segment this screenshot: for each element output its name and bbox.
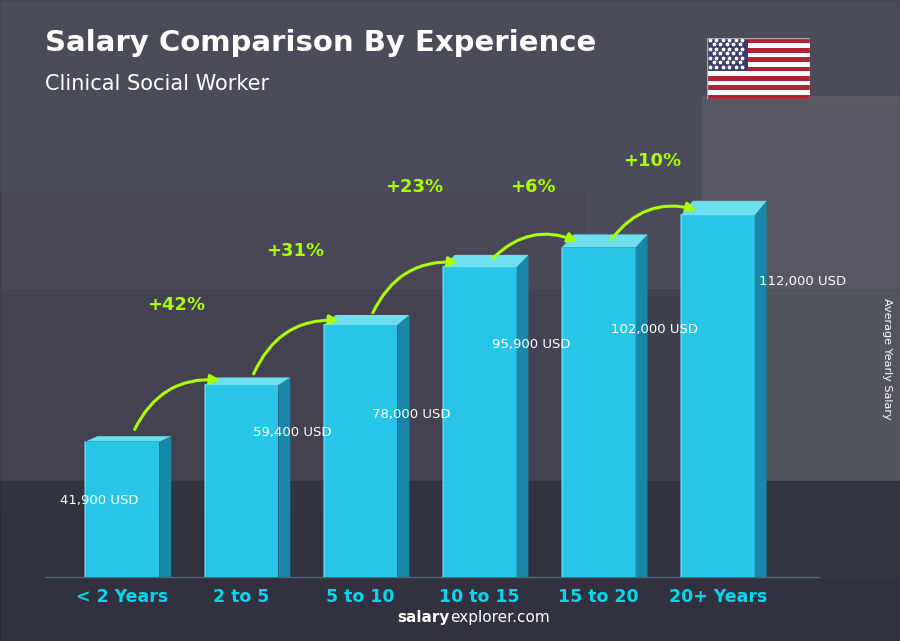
Bar: [0, 481, 900, 641]
FancyArrowPatch shape: [254, 316, 336, 374]
Polygon shape: [681, 201, 767, 215]
Text: explorer.com: explorer.com: [450, 610, 550, 625]
FancyArrowPatch shape: [373, 258, 455, 313]
Bar: [706, 85, 810, 90]
Polygon shape: [562, 235, 647, 247]
Bar: [562, 247, 635, 577]
Bar: [706, 38, 748, 71]
Polygon shape: [204, 378, 291, 385]
FancyArrowPatch shape: [135, 376, 217, 429]
Bar: [681, 215, 755, 577]
Bar: [706, 76, 810, 81]
Bar: [706, 71, 810, 76]
Bar: [706, 53, 810, 57]
Bar: [702, 96, 900, 577]
Text: 112,000 USD: 112,000 USD: [760, 274, 847, 288]
Polygon shape: [755, 201, 767, 577]
Bar: [706, 95, 810, 99]
Text: 102,000 USD: 102,000 USD: [610, 324, 698, 337]
Bar: [86, 442, 159, 577]
Polygon shape: [324, 315, 410, 325]
Text: Clinical Social Worker: Clinical Social Worker: [45, 74, 269, 94]
Bar: [706, 48, 810, 53]
Bar: [443, 267, 517, 577]
Polygon shape: [398, 315, 410, 577]
Bar: [706, 57, 810, 62]
Text: Average Yearly Salary: Average Yearly Salary: [881, 298, 892, 420]
Polygon shape: [517, 255, 528, 577]
Bar: [706, 67, 810, 71]
Polygon shape: [86, 437, 171, 442]
Bar: [706, 62, 810, 67]
Bar: [706, 81, 810, 85]
Bar: [204, 385, 278, 577]
Text: +23%: +23%: [385, 178, 443, 196]
Polygon shape: [159, 437, 171, 577]
FancyArrowPatch shape: [611, 203, 693, 240]
Text: +31%: +31%: [266, 242, 324, 260]
Text: 78,000 USD: 78,000 USD: [373, 408, 451, 420]
Text: Salary Comparison By Experience: Salary Comparison By Experience: [45, 29, 596, 57]
Text: +10%: +10%: [623, 152, 681, 170]
FancyArrowPatch shape: [492, 234, 574, 258]
Bar: [706, 43, 810, 48]
Polygon shape: [635, 235, 647, 577]
Text: 95,900 USD: 95,900 USD: [491, 338, 570, 351]
Text: 41,900 USD: 41,900 USD: [60, 494, 139, 506]
Bar: [706, 90, 810, 95]
Bar: [0, 192, 585, 513]
Polygon shape: [278, 378, 291, 577]
Bar: [0, 0, 900, 288]
Polygon shape: [443, 255, 528, 267]
Text: +6%: +6%: [510, 178, 556, 196]
Text: +42%: +42%: [147, 296, 205, 314]
Text: salary: salary: [398, 610, 450, 625]
Bar: [324, 325, 398, 577]
Bar: [706, 38, 810, 43]
Text: 59,400 USD: 59,400 USD: [254, 426, 332, 439]
